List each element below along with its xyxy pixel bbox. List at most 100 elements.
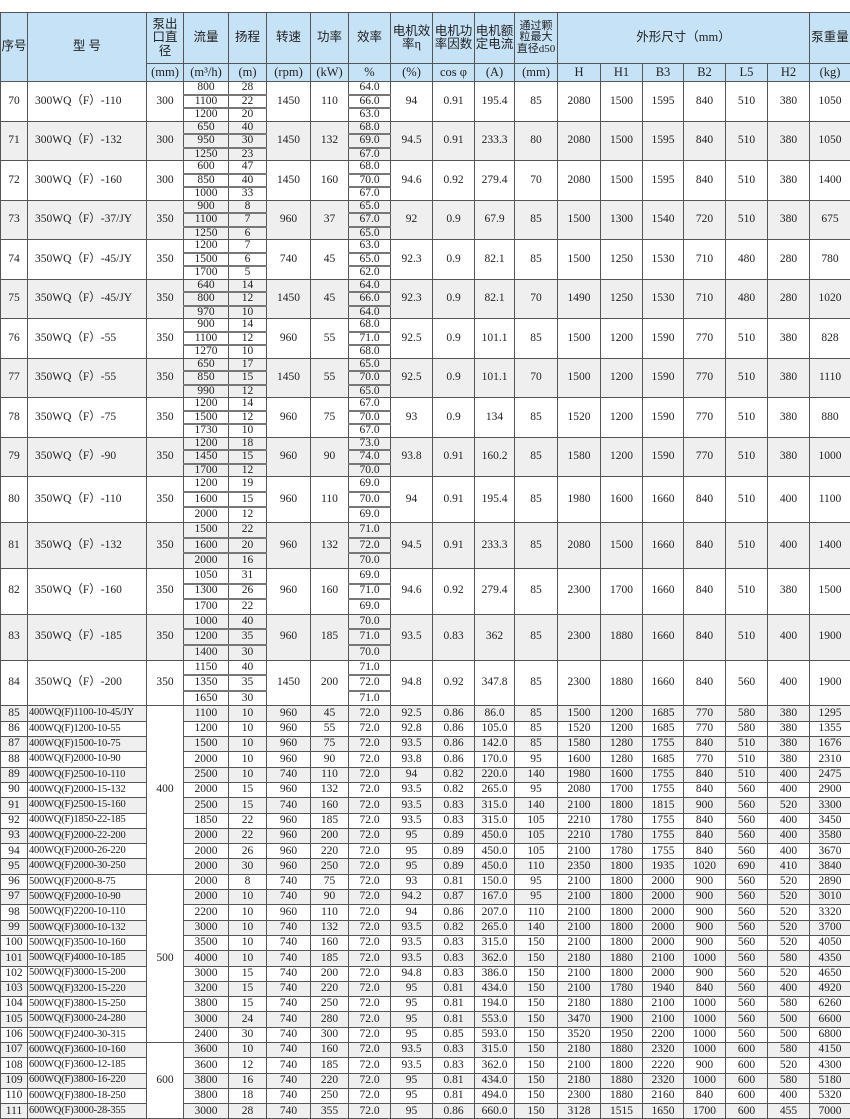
cell-power: 200 <box>310 827 349 845</box>
cell-H2: 400 <box>766 781 811 799</box>
cell-power-factor: 0.86 <box>432 751 475 768</box>
cell-weight: 4300 <box>809 1057 850 1074</box>
cell-B2: 900 <box>683 873 726 891</box>
cell-current: 101.1 <box>474 318 515 359</box>
cell-no: 104 <box>0 996 28 1013</box>
cell-outlet: 400 <box>146 705 184 875</box>
cell-weight: 4920 <box>809 980 850 998</box>
cell-model: 300WQ（F）-160 <box>27 160 147 201</box>
cell-head: 26 <box>228 843 267 860</box>
cell-particle: 85 <box>514 81 558 122</box>
cell-power: 300 <box>310 1026 349 1043</box>
cell-no: 105 <box>0 1011 28 1028</box>
cell-outlet: 350 <box>146 397 184 438</box>
cell-L5: 560 <box>725 996 768 1013</box>
cell-B2: 840 <box>683 120 726 161</box>
cell-particle: 150 <box>514 1103 558 1119</box>
cell-power: 355 <box>310 1103 349 1119</box>
table-row: 101 500WQ(F)4000-10-185 4000 10 740 185 72.0 93… <box>0 950 850 967</box>
cell-flow: 1700 <box>183 463 229 477</box>
cell-L5: 560 <box>725 919 768 936</box>
cell-L5: 510 <box>725 318 768 359</box>
cell-power: 220 <box>310 843 349 860</box>
cell-flow: 1200 <box>183 107 229 122</box>
cell-H2: 380 <box>766 720 811 738</box>
table-row: 1500 6 65.0 <box>1 252 850 267</box>
cell-particle: 150 <box>514 965 558 982</box>
cell-weight: 4650 <box>809 965 850 982</box>
cell-eff: 69.0 <box>348 133 391 149</box>
cell-H1: 1515 <box>600 1103 643 1119</box>
cell-L5: 560 <box>725 873 768 891</box>
cell-L5: 560 <box>725 934 768 952</box>
cell-B3: 1755 <box>642 843 684 860</box>
cell-H1: 1500 <box>600 160 643 201</box>
cell-flow: 1500 <box>183 252 229 267</box>
cell-speed: 960 <box>266 812 311 829</box>
cell-head: 10 <box>228 751 267 768</box>
cell-B2: 840 <box>683 521 726 569</box>
cell-outlet: 350 <box>146 278 184 319</box>
cell-flow: 2200 <box>183 904 229 921</box>
cell-H: 2300 <box>557 1087 601 1105</box>
cell-particle: 70 <box>514 160 558 201</box>
cell-no: 109 <box>0 1072 28 1089</box>
cell-power: 45 <box>310 239 349 280</box>
cell-head: 30 <box>228 690 267 707</box>
cell-H2: 580 <box>766 1041 811 1059</box>
cell-motor-eff: 95 <box>390 980 433 998</box>
cell-head: 6 <box>228 226 267 240</box>
cell-weight: 1295 <box>809 705 850 722</box>
cell-eff: 71.0 <box>348 690 391 707</box>
cell-B2: 770 <box>683 436 726 477</box>
cell-eff: 70.0 <box>348 370 391 386</box>
cell-L5: 510 <box>725 521 768 569</box>
cell-H: 3470 <box>557 1011 601 1028</box>
cell-eff: 72.0 <box>348 919 391 936</box>
cell-H1: 1200 <box>600 357 643 398</box>
cell-L5: 480 <box>725 278 768 319</box>
cell-weight: 1020 <box>809 278 850 319</box>
cell-H: 2100 <box>557 873 601 891</box>
cell-weight: 1050 <box>809 81 850 122</box>
cell-head: 31 <box>228 567 267 585</box>
cell-power-factor: 0.83 <box>432 950 475 967</box>
cell-flow: 1500 <box>183 736 229 753</box>
cell-eff: 71.0 <box>348 628 391 646</box>
cell-weight: 3300 <box>809 797 850 814</box>
table-row: 91 400WQ(F)2500-15-160 2500 15 740 160 72.0 93.… <box>0 797 850 814</box>
cell-B2: 840 <box>683 781 726 799</box>
cell-weight: 1000 <box>809 436 850 477</box>
cell-motor-eff: 92.5 <box>390 318 433 359</box>
cell-motor-eff: 93.5 <box>390 797 433 814</box>
cell-B2: 770 <box>683 705 726 722</box>
cell-eff: 70.0 <box>348 552 391 569</box>
cell-eff: 72.0 <box>348 904 391 921</box>
cell-flow: 1500 <box>183 410 229 425</box>
cell-weight: 4150 <box>809 1041 850 1059</box>
cell-L5: 510 <box>725 567 768 615</box>
cell-H2: 500 <box>766 1011 811 1028</box>
cell-H1: 1900 <box>600 1011 643 1028</box>
cell-model: 500WQ(F)2200-10-110 <box>27 904 147 921</box>
cell-no: 106 <box>0 1026 28 1043</box>
cell-flow: 3000 <box>183 965 229 982</box>
cell-H: 2100 <box>557 904 601 921</box>
cell-power: 55 <box>310 720 349 738</box>
cell-speed: 960 <box>266 843 311 860</box>
cell-motor-eff: 95 <box>390 827 433 845</box>
cell-power-factor: 0.83 <box>432 1041 475 1059</box>
table-row: 1730 10 67.0 <box>1 423 850 438</box>
cell-particle: 85 <box>514 476 558 523</box>
cell-model: 600WQ(F)3000-28-355 <box>27 1103 147 1119</box>
cell-head: 12 <box>228 384 267 398</box>
cell-flow: 1500 <box>183 521 229 539</box>
cell-H: 2100 <box>557 919 601 936</box>
cell-power: 250 <box>310 996 349 1013</box>
cell-no: 94 <box>0 843 28 860</box>
cell-B3: 1540 <box>642 199 684 240</box>
cell-model: 350WQ（F）-132 <box>27 521 147 569</box>
cell-H1: 1250 <box>600 239 643 280</box>
cell-flow: 2000 <box>183 506 229 523</box>
cell-flow: 1200 <box>183 720 229 738</box>
